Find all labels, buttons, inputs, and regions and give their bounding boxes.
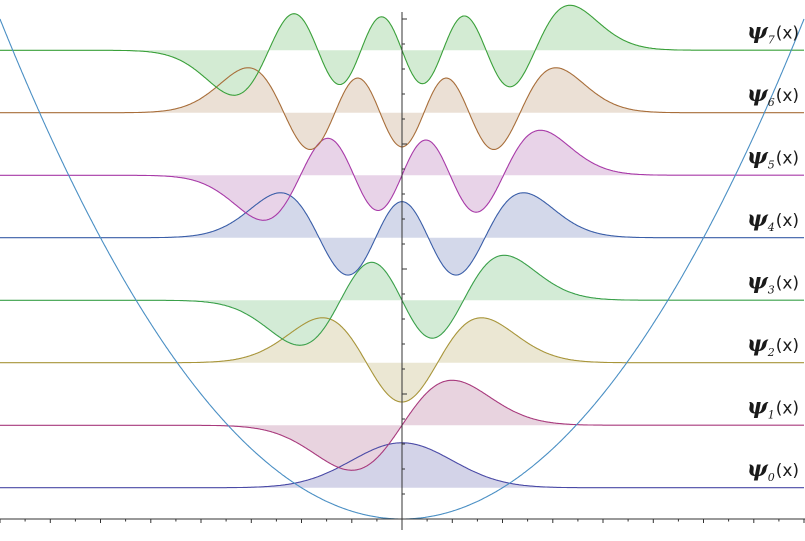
psi-4-label: ψ4(x) [747,206,799,234]
psi-0-label-subscript: 0 [768,471,775,484]
psi-4-label-subscript: 4 [767,221,775,234]
psi-6-label-base: ψ [747,81,769,107]
psi-7-label-argument: (x) [776,23,799,43]
psi-7-label-base: ψ [747,18,769,44]
psi-1-label-argument: (x) [776,398,799,418]
psi-5-label-base: ψ [747,143,769,169]
psi-5-label-subscript: 5 [768,158,775,171]
psi-3-label-argument: (x) [776,273,799,293]
psi-5-label: ψ5(x) [747,143,799,171]
psi-2-label: ψ2(x) [747,331,799,359]
psi-0-label-base: ψ [747,456,769,482]
psi-1-label-subscript: 1 [768,408,775,421]
psi-7-label-subscript: 7 [768,33,775,46]
y-axis-ticks [402,18,407,495]
psi-0-label: ψ0(x) [747,456,799,484]
psi-0-label-argument: (x) [776,461,799,481]
psi-1-label: ψ1(x) [747,393,799,421]
psi-5-label-argument: (x) [776,148,799,168]
psi-3-label: ψ3(x) [747,268,799,296]
series-labels: ψ0(x)ψ1(x)ψ2(x)ψ3(x)ψ4(x)ψ5(x)ψ6(x)ψ7(x) [747,18,799,484]
psi-3-label-subscript: 3 [768,283,775,296]
psi-7-label: ψ7(x) [747,18,799,46]
psi-4-label-base: ψ [747,206,769,232]
psi-6-label-argument: (x) [776,86,799,106]
psi-6-label: ψ6(x) [747,81,799,109]
psi-2-label-base: ψ [747,331,769,357]
x-axis-ticks [0,519,805,523]
psi-3-label-base: ψ [747,268,769,294]
psi-6-label-subscript: 6 [768,96,775,109]
psi-2-label-argument: (x) [776,336,799,356]
psi-2-label-subscript: 2 [767,346,775,359]
psi-4-label-argument: (x) [776,211,799,231]
psi-1-label-base: ψ [747,393,769,419]
